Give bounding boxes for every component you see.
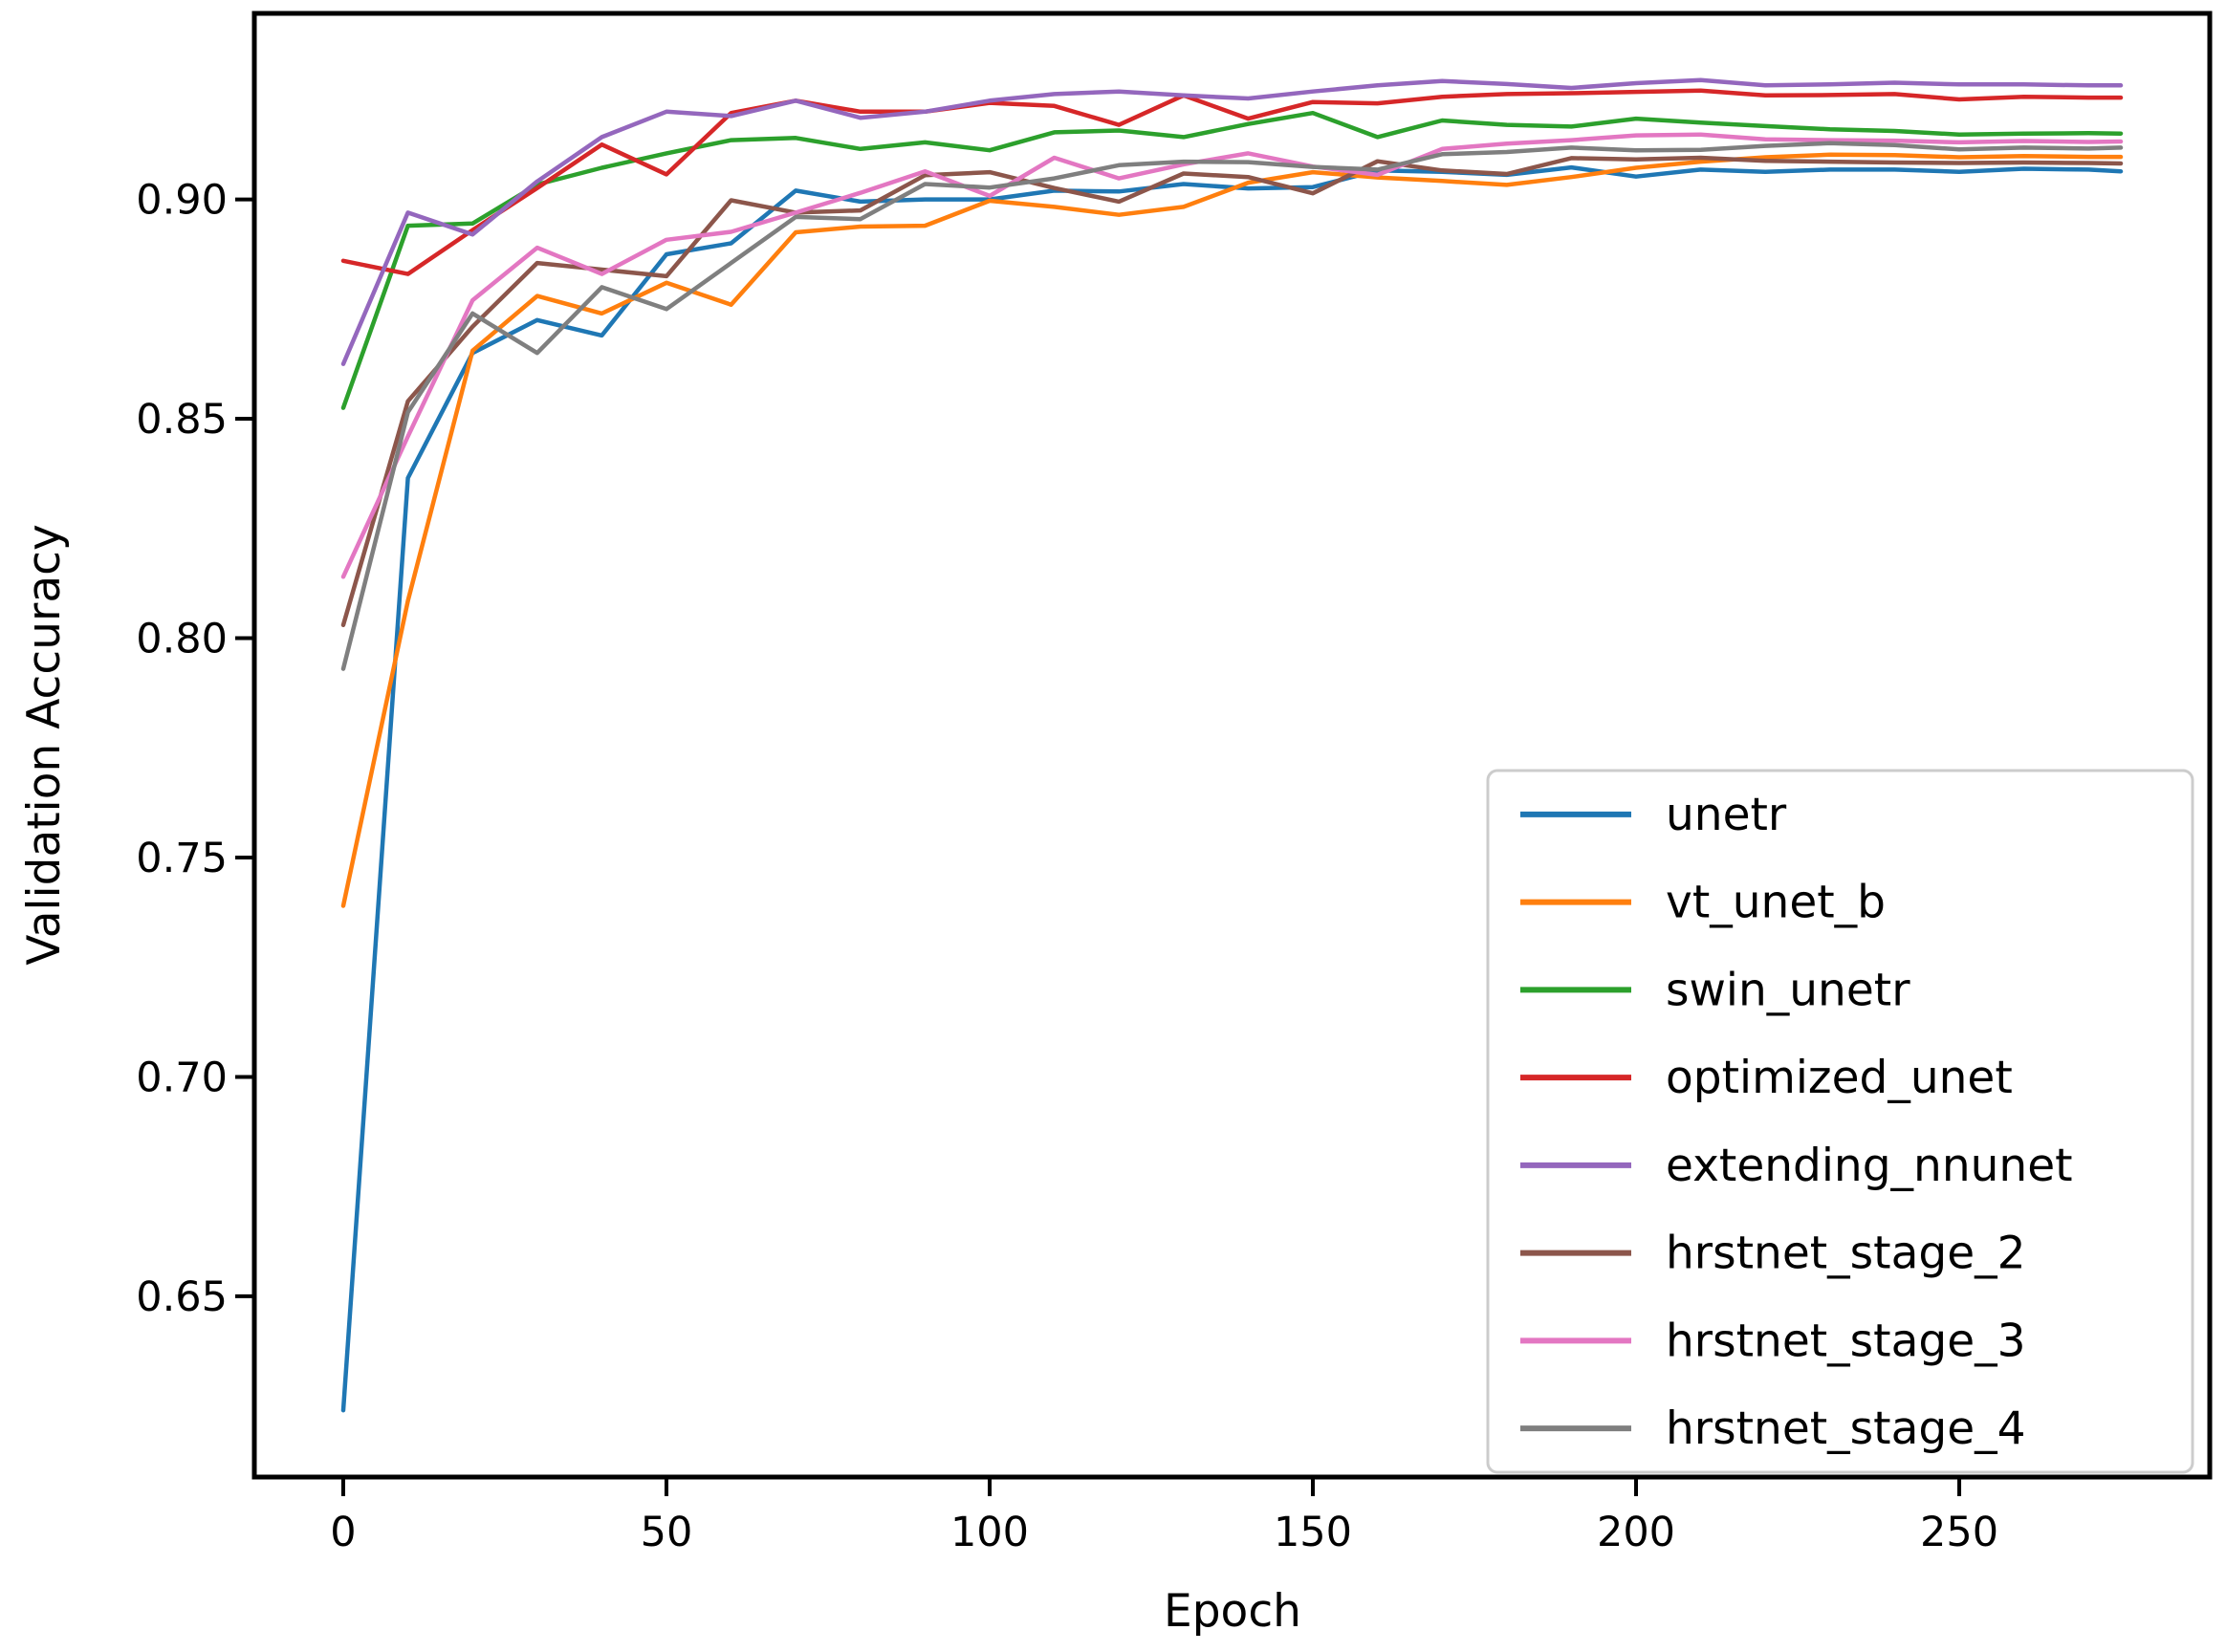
series-line-vt_unet_b [340, 152, 2124, 908]
series-line-hrstnet_stage_3 [340, 132, 2124, 579]
legend-label-unetr: unetr [1666, 789, 1787, 841]
legend-box [1486, 769, 2194, 1474]
legend-item-optimized_unet: optimized_unet [1520, 1052, 2013, 1104]
series-line-extending_nnunet [340, 77, 2124, 366]
legend-label-swin_unetr: swin_unetr [1666, 964, 1910, 1016]
legend-label-optimized_unet: optimized_unet [1666, 1052, 2013, 1104]
x-tick-label-200: 200 [1597, 1509, 1675, 1556]
x-tick-label-250: 250 [1920, 1509, 1998, 1556]
legend-item-vt_unet_b: vt_unet_b [1520, 877, 1886, 929]
y-tick-label-0.90: 0.90 [136, 177, 228, 225]
legend-item-extending_nnunet: extending_nnunet [1520, 1140, 2073, 1192]
plot-frame [251, 11, 2213, 1480]
x-tick-label-150: 150 [1274, 1509, 1352, 1556]
legend-item-hrstnet_stage_3: hrstnet_stage_3 [1520, 1315, 2026, 1367]
legend-item-swin_unetr: swin_unetr [1520, 964, 1910, 1016]
x-axis-ticks: 0 50 100 150 200 250 [330, 1479, 1998, 1556]
legend: unetr vt_unet_b swin_unetr optimized_unetex… [1486, 769, 2194, 1474]
y-axis-label: Validation Accuracy [18, 524, 71, 966]
legend-label-hrstnet_stage_3: hrstnet_stage_3 [1666, 1315, 2026, 1367]
legend-item-hrstnet_stage_4: hrstnet_stage_4 [1520, 1402, 2026, 1455]
legend-label-hrstnet_stage_4: hrstnet_stage_4 [1666, 1402, 2026, 1455]
legend-label-vt_unet_b: vt_unet_b [1666, 877, 1886, 929]
x-axis-label: Epoch [1164, 1585, 1301, 1638]
y-tick-label-0.80: 0.80 [136, 616, 228, 663]
y-tick-label-0.70: 0.70 [136, 1054, 228, 1101]
x-tick-label-0: 0 [330, 1509, 356, 1556]
series-line-swin_unetr [340, 110, 2124, 410]
series-line-hrstnet_stage_2 [340, 155, 2124, 628]
x-tick-label-100: 100 [950, 1509, 1029, 1556]
y-axis-ticks: 0.65 0.70 0.75 0.80 0.85 0.90 [136, 177, 252, 1321]
legend-item-hrstnet_stage_2: hrstnet_stage_2 [1520, 1228, 2026, 1280]
y-tick-label-0.85: 0.85 [136, 396, 228, 444]
legend-label-extending_nnunet: extending_nnunet [1666, 1140, 2073, 1192]
y-tick-label-0.65: 0.65 [136, 1273, 228, 1321]
x-tick-label-50: 50 [641, 1509, 693, 1556]
legend-item-unetr: unetr [1520, 789, 1787, 841]
series-lines [340, 77, 2124, 1413]
series-line-unetr [340, 164, 2124, 1413]
y-tick-label-0.75: 0.75 [136, 835, 228, 882]
series-line-optimized_unet [340, 88, 2124, 276]
legend-label-hrstnet_stage_2: hrstnet_stage_2 [1666, 1228, 2026, 1280]
series-line-hrstnet_stage_4 [340, 141, 2124, 671]
